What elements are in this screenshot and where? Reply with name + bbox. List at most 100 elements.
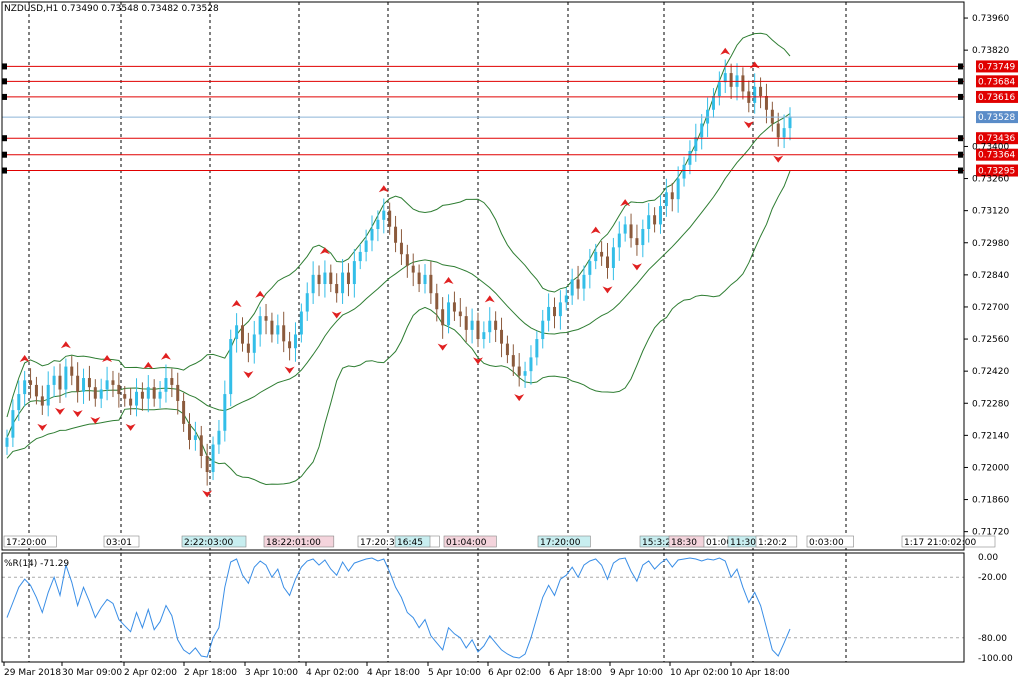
x-tick-label: 9 Apr 10:00 <box>610 668 663 678</box>
candle-bear <box>399 242 403 255</box>
candle-bear <box>152 387 156 399</box>
x-tick-label: 2 Apr 18:00 <box>184 668 237 678</box>
candle-bull <box>782 128 786 138</box>
fractal-down-arrow <box>743 121 754 129</box>
y-tick-label: 0.73960 <box>972 14 1009 24</box>
candle-bull <box>11 410 15 438</box>
y-tick-label: 0.72560 <box>972 335 1009 345</box>
candle-bull <box>135 391 139 406</box>
x-tick-label: 10 Apr 02:00 <box>670 668 729 678</box>
candle-bull <box>352 261 356 285</box>
candle-bear <box>417 272 421 285</box>
x-tick-label: 30 Mar 09:00 <box>62 668 122 678</box>
candle-bear <box>205 455 209 473</box>
indicator-header: %R(14) -71.29 <box>4 559 69 569</box>
y-tick-label: 0.73400 <box>972 142 1009 152</box>
time-tag-label: 2:22:03:00 <box>184 538 233 548</box>
candle-bear <box>129 398 133 406</box>
candle-bear <box>605 256 609 268</box>
candle-bear <box>452 302 456 312</box>
y-tick-label: 0.73820 <box>972 46 1009 56</box>
candle-bull <box>700 123 704 138</box>
y-tick-label: 0.71860 <box>972 496 1009 506</box>
y-tick-label: 0.71720 <box>972 528 1009 538</box>
y-tick-label: 0.73120 <box>972 207 1009 217</box>
axes: 0.73960 0.73820 0.73400 0.73260 0.73120 0.729… <box>3 14 1009 678</box>
candle-bear <box>282 325 286 342</box>
bollinger-lower <box>6 170 791 486</box>
level-handle-right <box>958 167 963 174</box>
candle-bull <box>523 371 527 376</box>
level-handle-left <box>2 63 7 70</box>
fractal-down-arrow <box>331 311 342 319</box>
fractal-up-arrow <box>484 295 495 303</box>
candle-bear <box>511 355 515 367</box>
candle-bear <box>140 391 144 399</box>
candle-bear <box>741 75 745 92</box>
fractal-down-arrow <box>631 263 642 271</box>
candle-bull <box>223 394 227 431</box>
candle-bull <box>447 302 451 326</box>
x-tick-label: 6 Apr 18:00 <box>549 668 602 678</box>
candle-bear <box>670 192 674 200</box>
level-handle-left <box>2 167 7 174</box>
candle-bull <box>641 228 645 246</box>
time-tag-label: 01:04:00 <box>446 538 487 548</box>
horizontal-levels[interactable]: 0.73749 0.73684 0.73616 0.73436 0.73364 0.732… <box>2 60 1018 177</box>
candle-bull <box>564 295 568 303</box>
candle-bull <box>753 86 757 103</box>
candle-bear <box>759 86 763 97</box>
wpr-line <box>6 557 791 659</box>
level-price-tag <box>976 60 1018 73</box>
candle-bear <box>346 272 350 285</box>
bollinger-upper <box>6 32 791 418</box>
candle-bear <box>729 73 733 87</box>
level-handle-left <box>2 93 7 100</box>
level-handle-right <box>958 151 963 158</box>
y-tick-label: 0.72420 <box>972 367 1009 377</box>
level-handle-left <box>2 151 7 158</box>
time-tag-box <box>394 535 431 548</box>
candle-bear <box>111 380 115 385</box>
candle-bull <box>723 73 727 83</box>
time-tag-label: 18:30 <box>671 538 697 548</box>
fractal-down-arrow <box>243 371 254 379</box>
candle-bull <box>341 272 345 294</box>
wpr-tick-label: -20.00 <box>978 573 1007 583</box>
fractal-up-arrow <box>620 199 631 207</box>
candle-bear <box>29 380 33 385</box>
candle-bull <box>488 320 492 333</box>
fractal-up-arrow <box>60 341 71 349</box>
time-tag-label: 17:20:00 <box>6 538 47 548</box>
candle-bear <box>494 320 498 330</box>
time-tag-box <box>103 535 140 548</box>
level-price-label: 0.73436 <box>978 134 1015 144</box>
fractal-up-arrow <box>143 361 154 369</box>
fractal-down-arrow <box>90 417 101 425</box>
fractal-down-arrow <box>125 423 136 431</box>
level-price-label: 0.73295 <box>978 167 1015 177</box>
candle-bear <box>170 378 174 385</box>
y-tick-label: 0.72840 <box>972 271 1009 281</box>
candle-bull <box>682 164 686 179</box>
time-tag-box <box>181 535 247 548</box>
fractal-down-arrow <box>773 155 784 163</box>
candle-bull <box>158 391 162 399</box>
time-tag-box <box>806 535 854 548</box>
candle-bear <box>58 375 62 390</box>
x-tick-label: 5 Apr 10:00 <box>428 668 481 678</box>
time-tag-label: 11:30 <box>730 538 756 548</box>
time-tag-label: 03:01 <box>106 538 132 548</box>
candle-bear <box>335 284 339 294</box>
time-tag-label: 17:20:3:30:00 <box>360 538 424 548</box>
candle-bull <box>5 437 9 447</box>
x-tick-label: 10 Apr 18:00 <box>731 668 790 678</box>
candle-bull <box>82 378 86 392</box>
candle-bull <box>529 357 533 372</box>
fractal-up-arrow <box>590 226 601 234</box>
candle-bull <box>470 320 474 330</box>
candle-bear <box>288 341 292 349</box>
candle-bear <box>87 378 91 388</box>
level-price-label: 0.73684 <box>978 77 1015 87</box>
candle-bull <box>276 325 280 335</box>
